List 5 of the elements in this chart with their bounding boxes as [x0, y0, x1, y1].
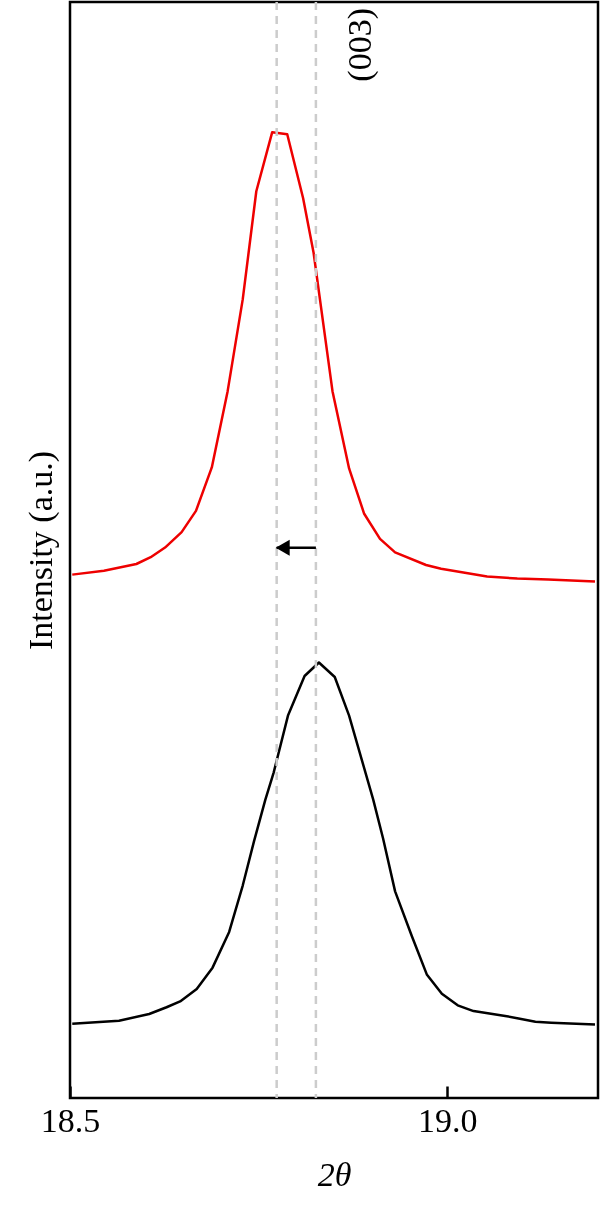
- x-axis-title: 2θ: [317, 1155, 352, 1193]
- text: (003): [340, 8, 379, 82]
- x-tick-label: 18.5: [40, 1101, 101, 1139]
- x-tick-label: 19.0: [417, 1101, 478, 1139]
- y-axis-title: Intensity (a.u.): [21, 450, 60, 651]
